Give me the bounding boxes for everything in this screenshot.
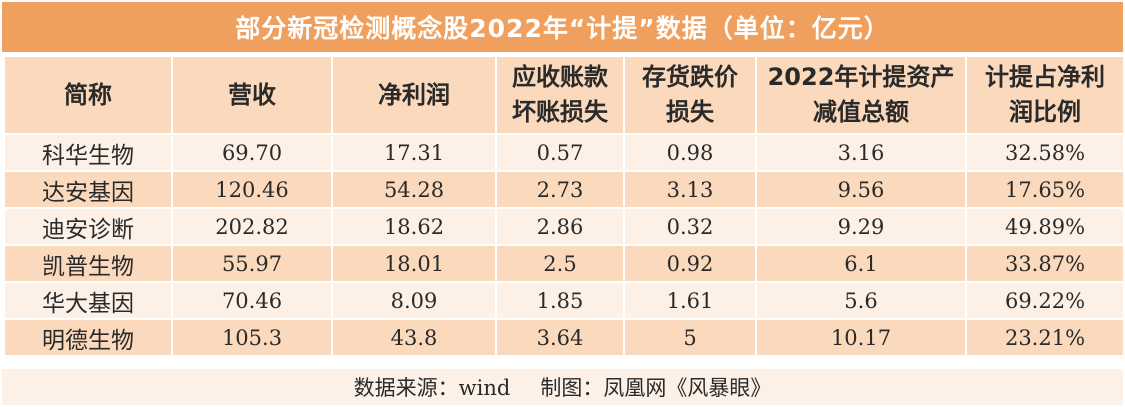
company-name-cell: 明德生物 [3, 318, 173, 357]
column-header-label: 净利润 [378, 80, 450, 109]
net-profit-cell: 43.8 [331, 318, 497, 357]
company-name-cell: 凯普生物 [3, 244, 173, 283]
table-row: 迪安诊断 202.82 18.62 2.86 0.32 9.29 49.89% [3, 207, 1125, 246]
net-profit-cell: 17.31 [331, 133, 497, 172]
impairment-total-cell: 9.56 [755, 170, 967, 209]
source-text: 数据来源：wind [353, 376, 511, 400]
table-row: 达安基因 120.46 54.28 2.73 3.13 9.56 17.65% [3, 170, 1125, 209]
column-header-label: 简称 [64, 80, 112, 109]
inventory-loss-cell: 0.98 [623, 133, 757, 172]
bad-debt-loss-cell: 1.85 [495, 281, 625, 320]
credit-text: 制图：凤凰网《风暴眼》 [540, 376, 772, 400]
column-header-impairment-total: 2022年计提资产 减值总额 [755, 55, 967, 135]
impairment-total-cell: 6.1 [755, 244, 967, 283]
bad-debt-loss-cell: 2.86 [495, 207, 625, 246]
column-header-provision-ratio: 计提占净利 润比例 [965, 55, 1125, 135]
column-header-short-name: 简称 [3, 55, 173, 135]
data-table: 简称 营收 净利润 应收账款 坏账损失 存货跌价 损失 2022年计提资产 减值… [3, 55, 1125, 357]
column-header-inventory-loss: 存货跌价 损失 [623, 55, 757, 135]
net-profit-cell: 18.62 [331, 207, 497, 246]
inventory-loss-cell: 0.92 [623, 244, 757, 283]
table-row: 凯普生物 55.97 18.01 2.5 0.92 6.1 33.87% [3, 244, 1125, 283]
provision-ratio-cell: 69.22% [965, 281, 1125, 320]
revenue-cell: 105.3 [171, 318, 333, 357]
inventory-loss-cell: 1.61 [623, 281, 757, 320]
table-row: 科华生物 69.70 17.31 0.57 0.98 3.16 32.58% [3, 133, 1125, 172]
bad-debt-loss-cell: 0.57 [495, 133, 625, 172]
company-name-cell: 迪安诊断 [3, 207, 173, 246]
table-row: 华大基因 70.46 8.09 1.85 1.61 5.6 69.22% [3, 281, 1125, 320]
source-footer: 数据来源：wind 制图：凤凰网《风暴眼》 [2, 369, 1123, 405]
provision-ratio-cell: 17.65% [965, 170, 1125, 209]
provision-ratio-cell: 23.21% [965, 318, 1125, 357]
column-header-label: 应收账款 坏账损失 [512, 63, 608, 126]
bad-debt-loss-cell: 2.5 [495, 244, 625, 283]
revenue-cell: 55.97 [171, 244, 333, 283]
column-header-bad-debt-loss: 应收账款 坏账损失 [495, 55, 625, 135]
provision-ratio-cell: 33.87% [965, 244, 1125, 283]
column-header-label: 2022年计提资产 减值总额 [767, 63, 955, 126]
company-name-cell: 科华生物 [3, 133, 173, 172]
impairment-total-cell: 10.17 [755, 318, 967, 357]
inventory-loss-cell: 0.32 [623, 207, 757, 246]
net-profit-cell: 8.09 [331, 281, 497, 320]
company-name-cell: 华大基因 [3, 281, 173, 320]
revenue-cell: 202.82 [171, 207, 333, 246]
net-profit-cell: 54.28 [331, 170, 497, 209]
provision-ratio-cell: 49.89% [965, 207, 1125, 246]
impairment-total-cell: 5.6 [755, 281, 967, 320]
column-header-label: 营收 [228, 80, 276, 109]
header-row: 简称 营收 净利润 应收账款 坏账损失 存货跌价 损失 2022年计提资产 减值… [3, 55, 1125, 135]
revenue-cell: 69.70 [171, 133, 333, 172]
column-header-net-profit: 净利润 [331, 55, 497, 135]
bad-debt-loss-cell: 3.64 [495, 318, 625, 357]
table-row: 明德生物 105.3 43.8 3.64 5 10.17 23.21% [3, 318, 1125, 357]
column-header-label: 计提占净利 润比例 [985, 63, 1105, 126]
column-header-revenue: 营收 [171, 55, 333, 135]
inventory-loss-cell: 5 [623, 318, 757, 357]
revenue-cell: 120.46 [171, 170, 333, 209]
revenue-cell: 70.46 [171, 281, 333, 320]
table-title: 部分新冠检测概念股2022年“计提”数据（单位：亿元） [2, 2, 1123, 52]
impairment-total-cell: 9.29 [755, 207, 967, 246]
provision-ratio-cell: 32.58% [965, 133, 1125, 172]
company-name-cell: 达安基因 [3, 170, 173, 209]
column-header-label: 存货跌价 损失 [642, 63, 738, 126]
inventory-loss-cell: 3.13 [623, 170, 757, 209]
net-profit-cell: 18.01 [331, 244, 497, 283]
bad-debt-loss-cell: 2.73 [495, 170, 625, 209]
impairment-total-cell: 3.16 [755, 133, 967, 172]
